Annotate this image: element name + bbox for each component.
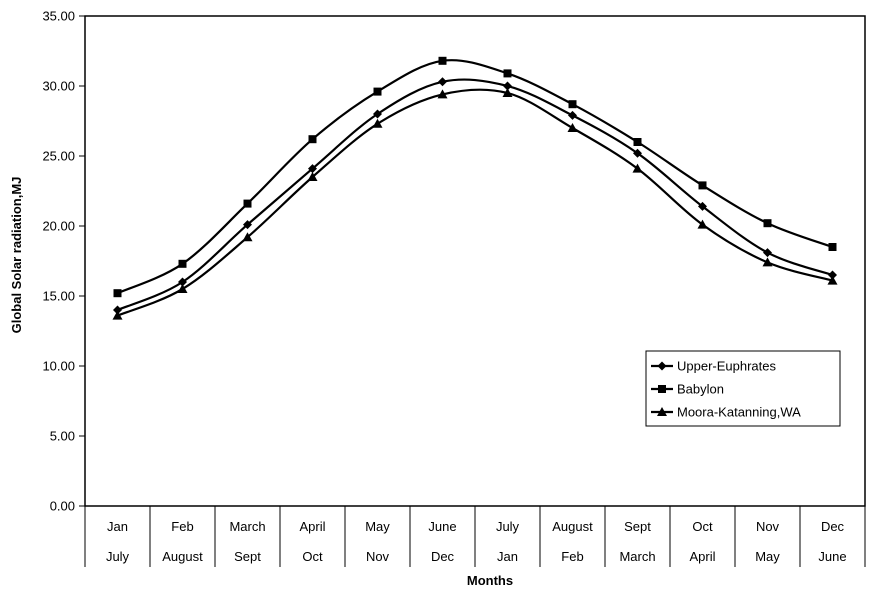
x-tick-label-row1: Dec <box>821 519 845 534</box>
legend-label-babylon: Babylon <box>677 382 724 397</box>
data-point-upper-euphrates <box>633 148 642 158</box>
x-tick-label-row2: March <box>619 549 655 564</box>
x-tick-label-row1: April <box>299 519 325 534</box>
x-axis-ticks: Jan Feb March April May June July August Sept Oct… <box>84 506 866 567</box>
x-tick-label-row1: March <box>229 519 265 534</box>
legend-marker-babylon <box>658 385 666 393</box>
data-point-moora-katanning-wa <box>177 284 188 293</box>
data-point-upper-euphrates <box>438 77 447 87</box>
y-tick-label: 5.00 <box>50 429 75 444</box>
data-point-babylon <box>308 135 317 144</box>
series-line-moora-katanning-wa <box>117 88 833 317</box>
x-tick-label-row1: Nov <box>756 519 780 534</box>
data-point-upper-euphrates <box>113 305 122 315</box>
x-axis-title: Months <box>467 573 513 588</box>
x-tick-label-row1: June <box>428 519 456 534</box>
data-point-moora-katanning-wa <box>567 123 578 132</box>
x-tick-label-row2: April <box>689 549 715 564</box>
data-point-babylon <box>698 181 707 190</box>
x-tick-label-row2: Feb <box>561 549 583 564</box>
legend-label-moora-katanning-wa: Moora-Katanning,WA <box>677 405 801 420</box>
x-tick-label-row2: Jan <box>497 549 518 564</box>
data-point-babylon <box>243 199 252 208</box>
data-point-upper-euphrates <box>698 201 707 211</box>
y-tick-label: 20.00 <box>42 219 75 234</box>
data-point-babylon <box>503 69 512 78</box>
data-point-moora-katanning-wa <box>632 163 643 173</box>
legend: Upper-Euphrates Babylon Moora-Katanning,WA <box>645 350 841 427</box>
x-tick-label-row1: May <box>365 519 390 534</box>
data-point-upper-euphrates <box>373 109 382 119</box>
x-tick-label-row2: June <box>818 549 846 564</box>
y-tick-label: 35.00 <box>42 9 75 24</box>
data-point-babylon <box>113 289 122 298</box>
x-tick-label-row1: Jan <box>107 519 128 534</box>
series-upper-euphrates <box>113 77 837 315</box>
data-point-moora-katanning-wa <box>502 88 513 97</box>
data-point-babylon <box>373 87 382 96</box>
data-point-moora-katanning-wa <box>372 118 383 128</box>
x-tick-label-row1: Feb <box>171 519 193 534</box>
y-tick-label: 10.00 <box>42 359 75 374</box>
data-point-upper-euphrates <box>763 248 772 258</box>
y-tick-label: 0.00 <box>50 499 75 514</box>
data-point-moora-katanning-wa <box>437 89 448 99</box>
x-tick-label-row2: Dec <box>431 549 455 564</box>
series-layer <box>112 56 838 320</box>
legend-box <box>645 350 841 427</box>
data-point-upper-euphrates <box>308 164 317 174</box>
legend-marker-upper-euphrates <box>657 361 667 371</box>
data-point-upper-euphrates <box>828 270 837 280</box>
data-point-upper-euphrates <box>243 220 252 230</box>
plot-area-border <box>84 15 866 507</box>
series-moora-katanning-wa <box>112 88 838 320</box>
y-tick-label: 25.00 <box>42 149 75 164</box>
y-axis-ticks: 0.00 5.00 10.00 15.00 20.00 25.00 30.00 35.00 <box>42 9 85 514</box>
y-tick-label: 15.00 <box>42 289 75 304</box>
data-point-moora-katanning-wa <box>307 172 318 181</box>
x-tick-label-row2: May <box>755 549 780 564</box>
data-point-babylon <box>828 243 837 251</box>
data-point-babylon <box>633 138 642 146</box>
x-tick-label-row2: July <box>106 549 130 564</box>
x-tick-label-row2: August <box>162 549 203 564</box>
data-point-moora-katanning-wa <box>762 257 773 267</box>
x-tick-label-row1: July <box>496 519 520 534</box>
x-tick-label-row2: Sept <box>234 549 261 564</box>
series-line-upper-euphrates <box>117 78 833 312</box>
data-point-upper-euphrates <box>178 277 187 287</box>
y-tick-label: 30.00 <box>42 79 75 94</box>
data-point-babylon <box>568 100 577 109</box>
x-tick-label-row1: Oct <box>692 519 713 534</box>
data-point-moora-katanning-wa <box>242 232 253 242</box>
series-babylon <box>113 56 837 298</box>
y-axis-title: Global Solar radiation,MJ <box>9 177 24 334</box>
x-tick-label-row1: August <box>552 519 593 534</box>
data-point-upper-euphrates <box>503 81 512 91</box>
data-point-moora-katanning-wa <box>697 219 708 229</box>
legend-label-upper-euphrates: Upper-Euphrates <box>677 359 776 374</box>
data-point-moora-katanning-wa <box>112 310 123 320</box>
x-tick-label-row2: Oct <box>302 549 323 564</box>
legend-marker-moora-katanning-wa <box>657 407 667 416</box>
data-point-upper-euphrates <box>568 110 577 120</box>
data-point-babylon <box>178 259 187 268</box>
x-tick-label-row1: Sept <box>624 519 651 534</box>
data-point-moora-katanning-wa <box>827 275 838 285</box>
x-tick-label-row2: Nov <box>366 549 390 564</box>
data-point-babylon <box>763 219 772 228</box>
data-point-babylon <box>438 56 447 65</box>
